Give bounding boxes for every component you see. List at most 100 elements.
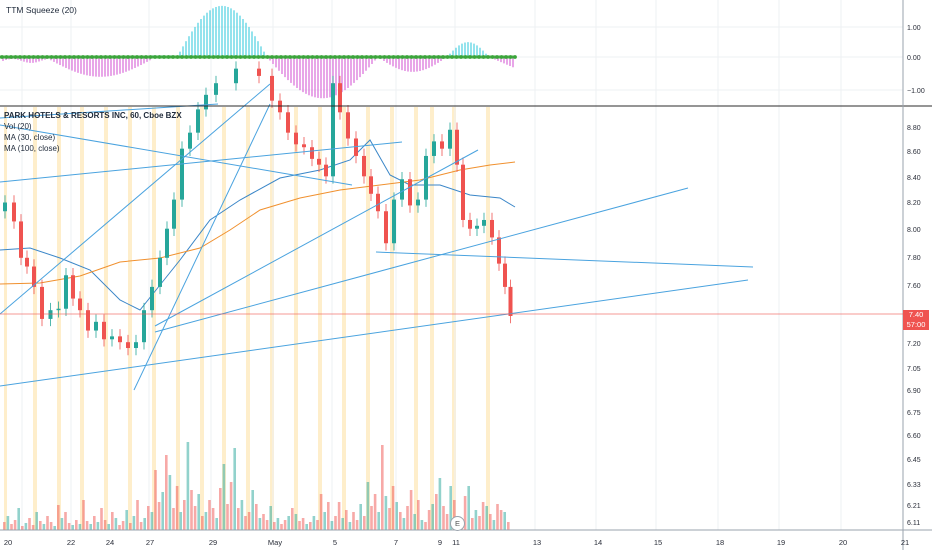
ttm-squeeze-dot [252, 55, 256, 59]
volume-bar [463, 496, 467, 530]
ttm-squeeze-dot [486, 55, 490, 59]
candle-body [331, 83, 335, 177]
candle-body [408, 179, 412, 206]
ttm-squeeze-dot [459, 55, 463, 59]
volume-bar [215, 518, 218, 530]
volume-bar [413, 514, 416, 530]
volume-bar [89, 524, 92, 530]
candle-body [490, 219, 494, 238]
session-band [270, 107, 274, 530]
earnings-event-marker[interactable]: E [450, 516, 465, 531]
x-axis-tick-label: 24 [106, 538, 114, 547]
volume-bar [499, 510, 503, 530]
ttm-squeeze-dot [310, 55, 315, 59]
volume-bar [348, 522, 352, 530]
session-band [104, 107, 108, 530]
session-band [430, 107, 434, 530]
volume-bar [445, 514, 449, 530]
trendline [0, 83, 271, 315]
volume-bar [46, 516, 49, 530]
ttm-squeeze-dot [76, 55, 81, 59]
volume-bar [161, 492, 164, 530]
volume-bar [341, 518, 344, 530]
volume-bar [204, 512, 208, 530]
volume-bar [78, 524, 82, 530]
ttm-squeeze-dot [216, 55, 220, 59]
volume-bar [345, 510, 348, 530]
volume-bar [262, 514, 265, 530]
ttm-squeeze-dot [400, 55, 405, 59]
candle-body [400, 179, 404, 200]
ttm-squeeze-dot [9, 55, 13, 59]
candle-body [346, 112, 350, 139]
candle-body [338, 83, 342, 113]
ttm-squeeze-dot [490, 55, 495, 59]
session-band [176, 107, 180, 530]
indicator-title: TTM Squeeze (20) [6, 5, 77, 15]
ttm-squeeze-dot [247, 55, 252, 59]
candle-body [56, 308, 61, 311]
ttm-squeeze-dot [112, 55, 117, 59]
candle-body [19, 221, 23, 258]
price-y-tick-label: 7.80 [907, 255, 921, 262]
volume-bar [240, 500, 244, 530]
candle-body [455, 129, 459, 165]
candle-body [204, 94, 208, 110]
candle-body [234, 68, 238, 84]
ttm-squeeze-dot [171, 55, 175, 59]
volume-bar [6, 516, 10, 530]
volume-bar [147, 506, 150, 530]
volume-bar [370, 506, 373, 530]
candle-body [25, 257, 29, 267]
ttm-squeeze-dot [108, 55, 112, 59]
candle-body [142, 310, 146, 343]
ttm-squeeze-dot [279, 55, 283, 59]
ttm-squeeze-dot [463, 55, 468, 59]
ttm-squeeze-dot [22, 55, 27, 59]
symbol-title: PARK HOTELS & RESORTS INC, 60, Cboe BZX [4, 111, 182, 120]
volume-bar [381, 445, 384, 530]
candle-body [310, 147, 314, 159]
x-axis-tick-label: 14 [594, 538, 602, 547]
volume-bar [75, 520, 78, 530]
volume-bar [291, 508, 294, 530]
ttm-squeeze-dot [139, 55, 144, 59]
ttm-squeeze-dot [342, 55, 346, 59]
ttm-squeeze-dot [238, 55, 243, 59]
price-y-tick-label: 6.21 [907, 503, 921, 510]
session-band [414, 107, 418, 530]
session-band [152, 107, 156, 530]
ttm-squeeze-dot [99, 55, 103, 59]
volume-bar [438, 478, 442, 530]
candle-body [12, 202, 16, 222]
volume-bar [255, 504, 258, 530]
ttm-squeeze-dot [508, 55, 513, 59]
x-axis-tick-label: 20 [4, 538, 12, 547]
ttm-squeeze-dot [382, 55, 387, 59]
volume-bar [150, 512, 154, 530]
volume-bar [287, 516, 290, 530]
volume-bar [359, 504, 362, 530]
candle-body [392, 199, 396, 244]
candle-body [3, 202, 7, 212]
session-highlight-bands [4, 107, 490, 530]
candle-body [32, 266, 36, 287]
volume-bar [219, 488, 222, 530]
ttm-squeeze-dot [27, 55, 31, 59]
volume-bar [319, 494, 323, 530]
ttm-squeeze-dot [261, 55, 265, 59]
ttm-squeeze-dot [220, 55, 225, 59]
volume-bar [481, 502, 485, 530]
session-band [486, 107, 490, 530]
ttm-squeeze-dot [18, 55, 22, 59]
ttm-squeeze-dot [418, 55, 423, 59]
ttm-squeeze-dot [504, 55, 508, 59]
candle-body [432, 141, 436, 156]
ttm-squeeze-dot [81, 55, 85, 59]
x-axis-tick-label: 29 [209, 538, 217, 547]
volume-bar [258, 518, 262, 530]
session-band [318, 107, 322, 530]
trendlines[interactable] [0, 83, 754, 391]
volume-bar [186, 442, 190, 530]
